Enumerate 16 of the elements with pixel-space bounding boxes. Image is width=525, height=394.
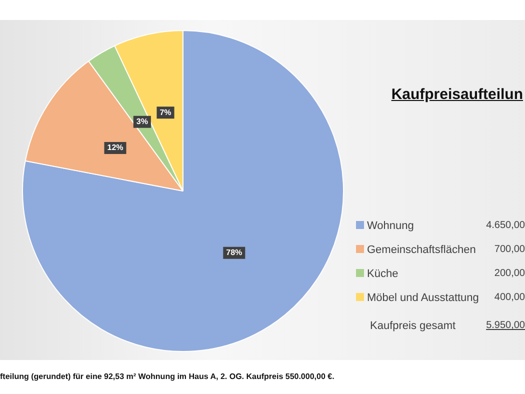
data-label: 78% <box>226 248 242 258</box>
text: 400,00 <box>494 291 525 305</box>
text: 4.650,00 <box>486 219 525 233</box>
text: 200,00 <box>494 267 525 281</box>
data-label: 7% <box>160 108 172 117</box>
text: Kaufpreisaufteilun <box>391 86 523 103</box>
legend-label: Küche <box>367 268 398 280</box>
text: 700,00 <box>494 243 525 257</box>
text: Kaufpreis gesamt <box>370 320 456 332</box>
slice-label: Wohnung <box>367 220 414 232</box>
data-label: 12% <box>107 143 124 152</box>
legend-label: Gemeinschaftsflächen <box>367 244 476 256</box>
text: 5.950,00 <box>486 319 525 333</box>
data-label: 3% <box>136 117 148 126</box>
legend-label: Möbel und Ausstattung <box>367 292 479 304</box>
text: fteilung (gerundet) für eine 92,53 m² Wohnung im Haus A, 2. OG. Kaufpreis 550.000,00 €. <box>0 372 334 381</box>
